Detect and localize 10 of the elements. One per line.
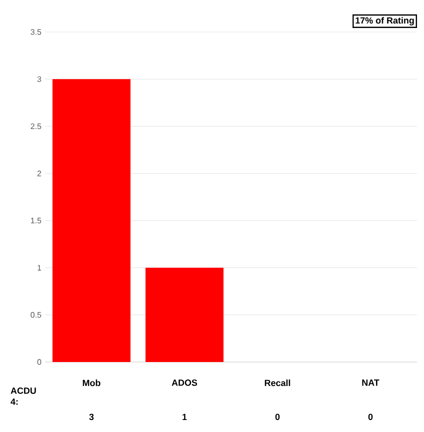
- data-label: 3: [89, 414, 94, 420]
- x-tick-label: NAT: [362, 380, 380, 386]
- text: ACDU 4:: [10, 388, 36, 405]
- text: 17% of Rating: [356, 17, 414, 26]
- x-tick-label: Recall: [264, 380, 290, 386]
- data-label: 0: [275, 414, 280, 420]
- data-label: 0: [368, 414, 373, 420]
- data-label: 1: [182, 414, 187, 420]
- x-tick-label: Mob: [82, 380, 100, 386]
- x-tick-label: ADOS: [172, 380, 198, 386]
